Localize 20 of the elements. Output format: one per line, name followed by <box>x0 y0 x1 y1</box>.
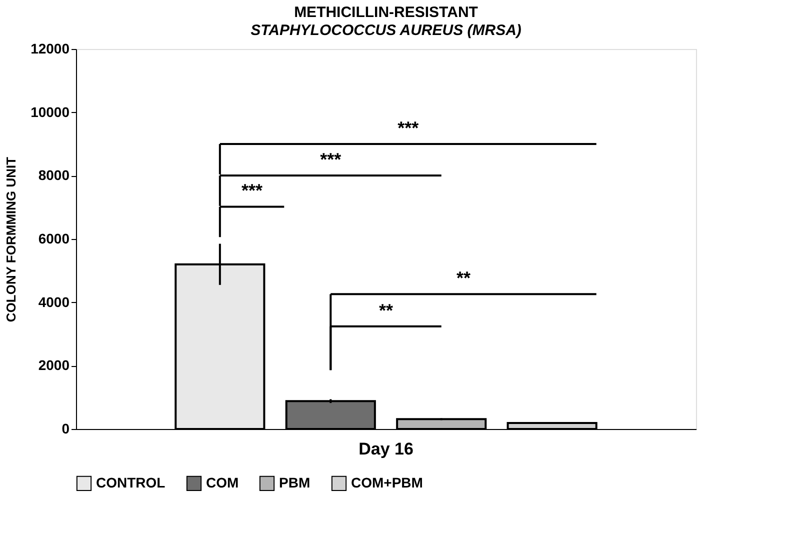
y-tick-label: 10000 <box>30 104 70 120</box>
y-tick-label: 12000 <box>30 40 70 56</box>
legend-label: PBM <box>279 474 310 490</box>
legend-label: CONTROL <box>96 474 166 490</box>
y-tick-label: 2000 <box>38 357 70 374</box>
annotation: ** <box>456 268 471 288</box>
y-tick-label: 8000 <box>38 167 70 184</box>
y-tick-label: 0 <box>62 420 70 436</box>
x-tick-label: Day 16 <box>358 440 414 458</box>
chart-subtitle: STAPHYLOCOCCUS AUREUS (MRSA) <box>250 22 522 39</box>
annotation: *** <box>242 180 263 201</box>
annotation: *** <box>398 118 419 138</box>
y-tick-label: 4000 <box>38 294 70 310</box>
annotation: *** <box>320 150 342 170</box>
annotation: ** <box>378 300 394 320</box>
legend-label: COM <box>206 474 239 490</box>
y-tick-label: 6000 <box>38 230 70 246</box>
chart-title: METHICILLIN-RESISTANT <box>294 4 478 21</box>
legend-label: COM+PBM <box>351 474 423 490</box>
y-axis-title: COLONY FORMMING UNIT <box>4 156 19 322</box>
